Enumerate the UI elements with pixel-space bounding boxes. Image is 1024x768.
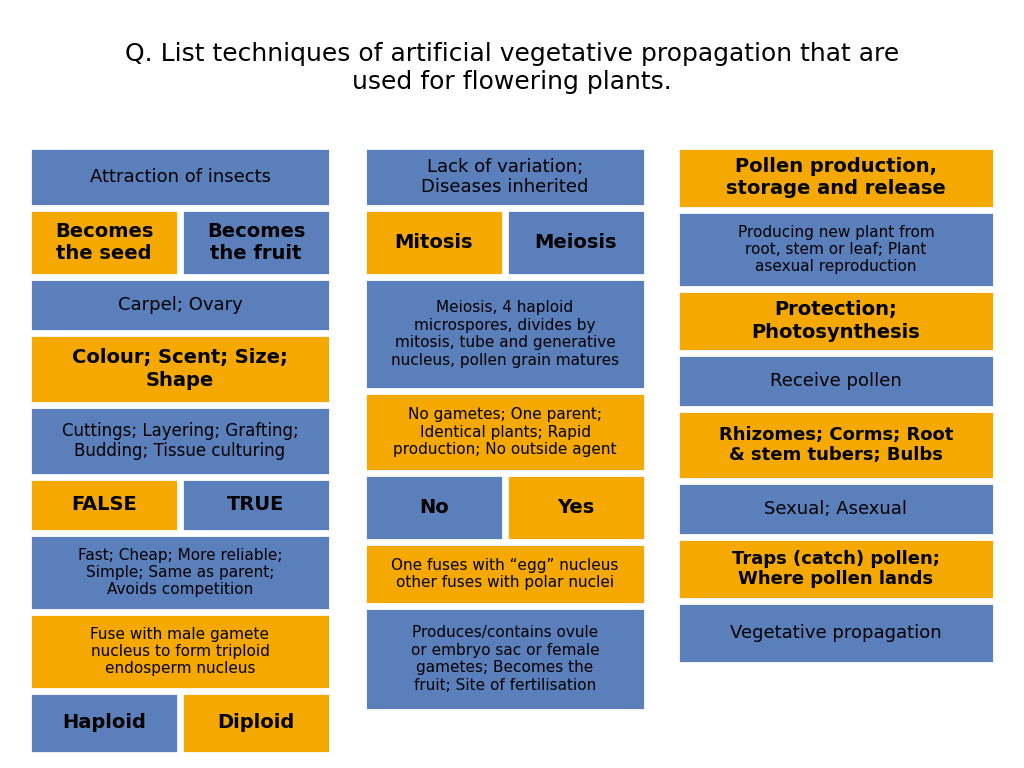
- Bar: [678, 483, 994, 535]
- Text: Meiosis, 4 haploid
microspores, divides by
mitosis, tube and generative
nucleus,: Meiosis, 4 haploid microspores, divides …: [391, 300, 620, 368]
- Text: Attraction of insects: Attraction of insects: [89, 168, 270, 186]
- Bar: [30, 210, 178, 275]
- Bar: [182, 210, 330, 275]
- Text: Lack of variation;
Diseases inherited: Lack of variation; Diseases inherited: [421, 157, 589, 197]
- Text: Haploid: Haploid: [62, 713, 146, 733]
- Text: FALSE: FALSE: [71, 495, 137, 515]
- Bar: [365, 210, 503, 275]
- Text: No gametes; One parent;
Identical plants; Rapid
production; No outside agent: No gametes; One parent; Identical plants…: [393, 407, 616, 457]
- Bar: [30, 614, 330, 689]
- Bar: [678, 148, 994, 208]
- Bar: [365, 544, 645, 604]
- Bar: [30, 407, 330, 475]
- Text: Becomes
the fruit: Becomes the fruit: [207, 222, 305, 263]
- Bar: [365, 279, 645, 389]
- Bar: [507, 475, 645, 540]
- Text: Q. List techniques of artificial vegetative propagation that are
used for flower: Q. List techniques of artificial vegetat…: [125, 42, 899, 94]
- Bar: [678, 355, 994, 407]
- Text: Colour; Scent; Size;
Shape: Colour; Scent; Size; Shape: [72, 349, 288, 389]
- Text: Receive pollen: Receive pollen: [770, 372, 902, 390]
- Text: Traps (catch) pollen;
Where pollen lands: Traps (catch) pollen; Where pollen lands: [732, 550, 940, 588]
- Bar: [30, 535, 330, 610]
- Bar: [365, 608, 645, 710]
- Bar: [678, 603, 994, 663]
- Text: Producing new plant from
root, stem or leaf; Plant
asexual reproduction: Producing new plant from root, stem or l…: [737, 224, 934, 274]
- Text: Carpel; Ovary: Carpel; Ovary: [118, 296, 243, 314]
- Text: No: No: [419, 498, 449, 517]
- Bar: [182, 479, 330, 531]
- Bar: [678, 411, 994, 479]
- Bar: [182, 693, 330, 753]
- Bar: [365, 393, 645, 471]
- Text: TRUE: TRUE: [227, 495, 285, 515]
- Text: Fuse with male gamete
nucleus to form triploid
endosperm nucleus: Fuse with male gamete nucleus to form tr…: [90, 627, 269, 677]
- Text: Rhizomes; Corms; Root
& stem tubers; Bulbs: Rhizomes; Corms; Root & stem tubers; Bul…: [719, 425, 953, 465]
- Text: One fuses with “egg” nucleus
other fuses with polar nuclei: One fuses with “egg” nucleus other fuses…: [391, 558, 618, 590]
- Bar: [678, 212, 994, 287]
- Bar: [365, 148, 645, 206]
- Text: Sexual; Asexual: Sexual; Asexual: [765, 500, 907, 518]
- Text: Becomes
the seed: Becomes the seed: [55, 222, 154, 263]
- Bar: [30, 693, 178, 753]
- Text: Mitosis: Mitosis: [394, 233, 473, 252]
- Text: Cuttings; Layering; Grafting;
Budding; Tissue culturing: Cuttings; Layering; Grafting; Budding; T…: [61, 422, 298, 460]
- Bar: [30, 335, 330, 403]
- Bar: [30, 279, 330, 331]
- Text: Yes: Yes: [557, 498, 595, 517]
- Bar: [678, 539, 994, 599]
- Bar: [678, 291, 994, 351]
- Bar: [30, 479, 178, 531]
- Bar: [507, 210, 645, 275]
- Text: Protection;
Photosynthesis: Protection; Photosynthesis: [752, 300, 921, 342]
- Text: Meiosis: Meiosis: [535, 233, 617, 252]
- Bar: [30, 148, 330, 206]
- Text: Produces/contains ovule
or embryo sac or female
gametes; Becomes the
fruit; Site: Produces/contains ovule or embryo sac or…: [411, 625, 599, 693]
- Text: Pollen production,
storage and release: Pollen production, storage and release: [726, 157, 946, 198]
- Text: Vegetative propagation: Vegetative propagation: [730, 624, 942, 642]
- Bar: [365, 475, 503, 540]
- Text: Diploid: Diploid: [217, 713, 295, 733]
- Text: Fast; Cheap; More reliable;
Simple; Same as parent;
Avoids competition: Fast; Cheap; More reliable; Simple; Same…: [78, 548, 283, 598]
